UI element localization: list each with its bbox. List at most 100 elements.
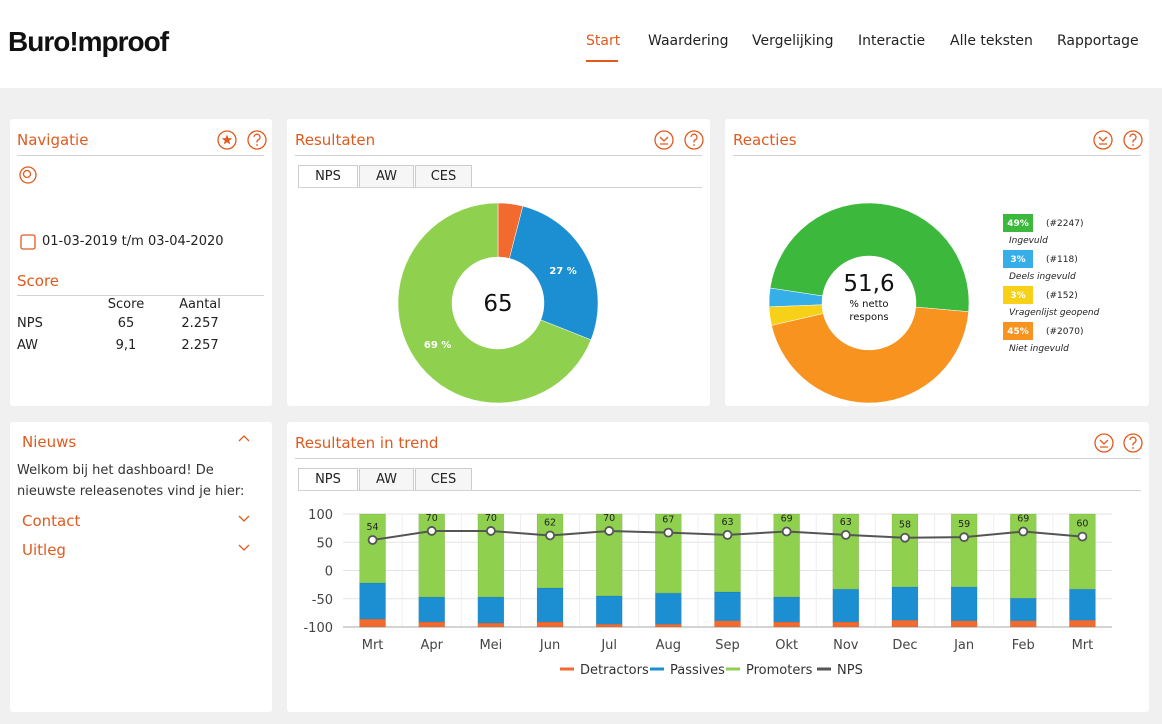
download-icon[interactable]	[654, 130, 674, 150]
nps-label: 69	[781, 514, 793, 525]
nps-point	[485, 526, 496, 536]
expand-icon[interactable]	[238, 544, 250, 551]
center-caption: % netto	[849, 299, 888, 310]
nav-item[interactable]: Waardering	[648, 33, 729, 49]
nps-label: 67	[662, 515, 674, 526]
x-tick-label: Okt	[775, 638, 798, 653]
help-icon[interactable]	[1123, 433, 1143, 453]
nav-item[interactable]: Alle teksten	[950, 33, 1033, 49]
divider	[295, 458, 1141, 459]
bar-segment	[950, 586, 978, 622]
bar-segment	[655, 513, 682, 594]
navigatie-panel	[10, 119, 272, 406]
panel-title: Nieuws	[22, 433, 77, 451]
y-tick-label: 50	[316, 536, 333, 551]
tab[interactable]: AW	[359, 468, 414, 490]
accordion-title[interactable]: Contact	[22, 512, 81, 530]
bar-segment	[891, 586, 919, 621]
nav-item[interactable]: Start	[586, 33, 621, 49]
table-cell: Aantal	[179, 297, 221, 312]
nps-point	[959, 532, 970, 543]
help-icon[interactable]	[684, 130, 704, 150]
y-tick-label: -100	[303, 621, 333, 636]
favorite-icon[interactable]	[217, 130, 237, 150]
divider	[298, 490, 1141, 491]
expand-icon[interactable]	[238, 515, 250, 522]
nps-label: 63	[840, 517, 852, 528]
help-icon[interactable]	[247, 130, 267, 150]
bar-segment	[655, 592, 682, 625]
nps-label: 63	[721, 517, 733, 528]
legend-label[interactable]: NPS	[837, 663, 863, 678]
table-cell: NPS	[17, 316, 43, 331]
download-icon[interactable]	[1093, 130, 1113, 150]
help-dot	[693, 144, 695, 146]
bar-segment	[1010, 620, 1037, 628]
legend-count: (#2070)	[1046, 327, 1083, 337]
tab[interactable]: NPS	[298, 165, 358, 187]
help-dot	[1132, 144, 1134, 146]
tab[interactable]: AW	[359, 165, 414, 187]
legend-swatch	[1003, 250, 1033, 268]
legend-label[interactable]: Detractors	[580, 663, 649, 678]
nav-item[interactable]: Vergelijking	[752, 33, 834, 49]
bar-segment	[359, 618, 386, 628]
help-icon[interactable]	[1123, 130, 1143, 150]
help-glyph	[690, 133, 698, 143]
date-range[interactable]: 01-03-2019 t/m 03-04-2020	[42, 234, 224, 249]
download-icon[interactable]	[1094, 433, 1114, 453]
tab[interactable]: CES	[415, 165, 472, 187]
y-tick-label: -50	[312, 593, 333, 608]
bar-segment	[950, 513, 978, 588]
x-tick-label: Dec	[892, 638, 917, 653]
tab[interactable]: NPS	[298, 468, 358, 490]
legend-swatch	[1003, 286, 1033, 304]
panel-title: Reacties	[733, 131, 797, 149]
bar-segment	[536, 513, 564, 589]
search-icon[interactable]	[19, 166, 37, 184]
nps-label: 70	[603, 513, 615, 524]
calendar-icon[interactable]	[20, 234, 36, 250]
bar-segment	[891, 619, 919, 628]
bar-segment	[655, 623, 682, 628]
x-tick-label: Jul	[600, 638, 617, 653]
nps-point	[367, 535, 378, 545]
x-tick-label: Mrt	[362, 638, 384, 653]
section-title: Score	[17, 272, 60, 290]
nps-label: 60	[1076, 519, 1088, 530]
legend-label: Deels ingevuld	[1009, 272, 1076, 282]
nav-item[interactable]: Interactie	[858, 33, 926, 49]
bar-segment	[832, 513, 860, 590]
nps-point	[545, 530, 555, 541]
nav-item[interactable]: Rapportage	[1057, 33, 1139, 49]
bar-segment	[418, 596, 445, 623]
bar-segment	[477, 596, 505, 624]
nps-label: 70	[426, 513, 438, 524]
x-tick-label: Apr	[420, 638, 443, 653]
center-value: 51,6	[843, 271, 894, 297]
divider	[17, 155, 264, 156]
bar-segment	[1010, 597, 1037, 622]
legend-label[interactable]: Passives	[670, 663, 725, 678]
bar-segment	[359, 513, 386, 584]
download-glyph	[659, 136, 669, 145]
bar-segment	[418, 621, 445, 628]
news-text: Welkom bij het dashboard! De nieuwste re…	[17, 463, 245, 499]
legend-label: Vragenlijst geopend	[1009, 308, 1100, 318]
nps-label: 69	[1017, 514, 1029, 525]
header	[0, 0, 1162, 88]
nps-point	[1018, 526, 1029, 537]
bar-segment	[418, 513, 445, 598]
nps-point	[1077, 531, 1088, 542]
accordion-title[interactable]: Uitleg	[22, 541, 66, 559]
tab[interactable]: CES	[415, 468, 472, 490]
nps-label: 70	[485, 513, 497, 524]
bar-segment	[714, 591, 741, 622]
legend-label[interactable]: Promoters	[746, 663, 813, 678]
x-tick-label: Feb	[1012, 638, 1035, 653]
panel-title: Navigatie	[17, 131, 89, 149]
collapse-icon[interactable]	[238, 435, 250, 442]
download-glyph	[1098, 136, 1108, 145]
